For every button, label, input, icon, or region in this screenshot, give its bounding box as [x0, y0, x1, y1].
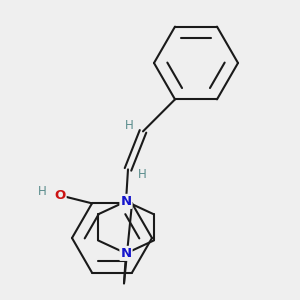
Text: H: H	[124, 119, 134, 132]
Text: H: H	[38, 185, 46, 198]
Text: N: N	[120, 195, 132, 208]
Text: O: O	[54, 189, 66, 202]
Text: N: N	[120, 247, 132, 260]
Text: H: H	[138, 168, 146, 181]
